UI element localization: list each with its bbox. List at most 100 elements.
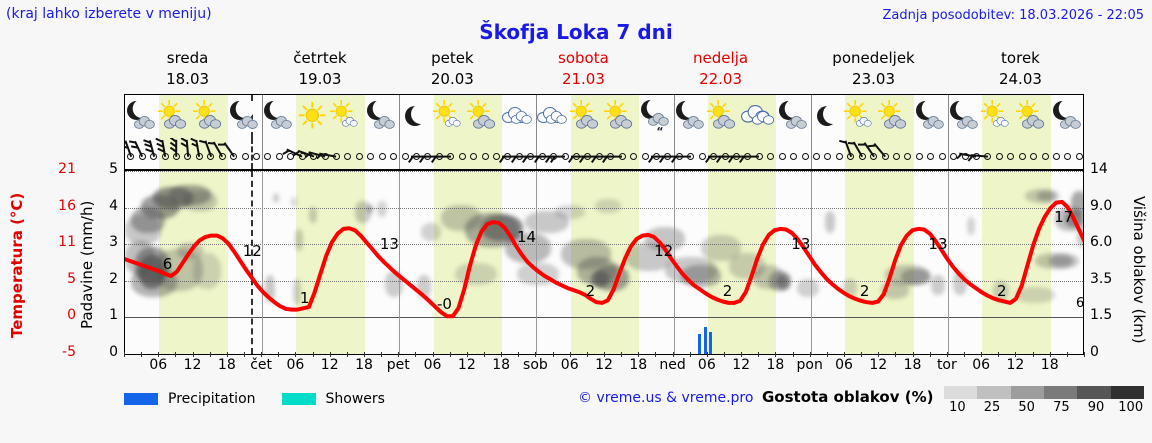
sun-icon: [844, 100, 867, 123]
moon-icon: [915, 99, 941, 120]
daylight-band: [296, 171, 365, 354]
weather-icon-moon-cloud: [774, 97, 814, 137]
grey-cloud-icon: [237, 116, 258, 129]
x-tick-mark: [552, 352, 554, 357]
x-tick-mark: [929, 352, 931, 357]
wind-barb-circle: [641, 152, 649, 160]
wind-barb-circle: [481, 152, 489, 160]
day-separator: [673, 138, 675, 169]
x-tick-12: 12: [1006, 357, 1025, 373]
cloud-density-patch: [273, 193, 279, 203]
day-header-4: nedelja 22.03: [651, 48, 790, 92]
cloud-density-patch: [595, 199, 621, 213]
wind-barb-circle: [904, 152, 912, 160]
weather-icon-sun-cloud: [191, 97, 231, 137]
wind-barb-circle: [950, 152, 958, 160]
cloud-density-patch: [377, 201, 387, 217]
wind-barb-circle: [995, 152, 1003, 160]
wind-barb-circle: [241, 152, 249, 160]
wind-barb-circle: [1064, 152, 1072, 160]
weather-icon-sun: [294, 97, 334, 137]
cloud-density-scale: 10 25 50 75 90 100: [944, 386, 1144, 415]
wind-barb-flag: [217, 143, 225, 146]
day-name: nedelja: [693, 49, 749, 67]
temperature-min-label: 2: [859, 281, 870, 300]
temperature-max-label: 12: [654, 241, 674, 260]
weather-icon-sun-cloud: [156, 97, 196, 137]
grey-cloud-icon: [713, 115, 736, 129]
cloud-density-patch: [355, 201, 371, 223]
wind-barb-flag: [648, 156, 654, 163]
day-separator: [810, 95, 812, 138]
weather-plot[interactable]: 6 12 1 13 -0 14 2 12 2 13 2 13 2 17: [124, 170, 1084, 355]
x-tick-mark: [381, 352, 383, 357]
sun-icon: [1015, 100, 1038, 123]
daylight-band: [982, 138, 1051, 169]
cloud-density-bars: [944, 386, 1144, 399]
x-tick-mark: [998, 352, 1000, 357]
copyright-link[interactable]: © vreme.us & vreme.pro: [578, 390, 754, 406]
wind-barb-circle: [1052, 152, 1060, 160]
sun-icon: [192, 100, 216, 123]
cloud-density-patch: [265, 275, 275, 303]
weather-icon-moon: [396, 97, 436, 137]
grey-cloud-icon: [374, 116, 395, 129]
x-tick-tor: tor: [936, 357, 957, 373]
precipitation-tick: 5: [109, 161, 118, 177]
x-tick-mark: [312, 352, 314, 357]
weather-icon-sun-cloud-small: [842, 97, 882, 137]
day-separator: [536, 171, 538, 354]
x-tick-mark: [432, 352, 434, 357]
wind-barb-circle: [1018, 152, 1026, 160]
temperature-tick: 0: [67, 307, 76, 324]
white-cloud-icon: [444, 117, 461, 127]
day-header-1: četrtek 19.03: [251, 48, 389, 92]
wind-barb-circle: [915, 152, 923, 160]
temperature-tick: 21: [58, 161, 76, 177]
series-legend: Precipitation Showers: [124, 388, 401, 410]
day-name: torek: [1001, 49, 1040, 67]
grey-cloud-icon: [785, 116, 807, 129]
wind-barb-circle: [824, 152, 832, 160]
current-time-marker: [250, 171, 253, 354]
wind-barb-circle: [858, 152, 866, 160]
temperature-max-label: 12: [242, 241, 262, 260]
cloud-density-patch: [885, 265, 929, 285]
weather-icon-moon: [808, 97, 848, 137]
daylight-band: [433, 171, 503, 354]
density-label-90: 90: [1087, 400, 1105, 415]
weather-icon-sun-cloud: [602, 97, 642, 137]
wind-barb-circle: [367, 152, 375, 160]
x-tick-mark: [158, 352, 160, 357]
cloud-density-patch: [561, 239, 611, 269]
cloud-density-title: Gostota oblakov (%): [762, 388, 934, 406]
temperature-max-label: 17: [1054, 207, 1074, 226]
white-cloud-icon: [341, 117, 358, 127]
grey-cloud-icon: [884, 115, 907, 129]
x-tick-mark: [1015, 352, 1017, 357]
location-menu-hint[interactable]: (kraj lahko izberete v meniju): [6, 6, 212, 22]
cloud-density-patch: [701, 235, 741, 261]
density-swatch-25: [977, 386, 1011, 399]
precipitation-tick: 3: [109, 234, 118, 251]
cloud-density-patch: [1015, 287, 1055, 303]
x-tick-mark: [295, 352, 297, 357]
grid-line-h: [125, 244, 1083, 246]
precipitation-bar: [703, 326, 707, 354]
cloud-density-patch: [993, 281, 1009, 301]
x-tick-mark: [586, 352, 588, 357]
day-separator: [810, 138, 812, 169]
wind-barb-flag: [408, 156, 414, 163]
x-tick-mark: [141, 352, 143, 357]
day-name: četrtek: [293, 49, 347, 67]
cloud-density-patch: [901, 269, 931, 285]
x-tick-mark: [758, 352, 760, 357]
daylight-band: [570, 171, 640, 354]
x-tick-06: 06: [560, 357, 579, 373]
moon-icon: [778, 99, 804, 120]
wind-barb-circle: [870, 152, 878, 160]
density-swatch-90: [1077, 386, 1111, 399]
day-separator: [399, 138, 401, 169]
daylight-band: [707, 171, 777, 354]
x-tick-06: 06: [286, 357, 305, 373]
